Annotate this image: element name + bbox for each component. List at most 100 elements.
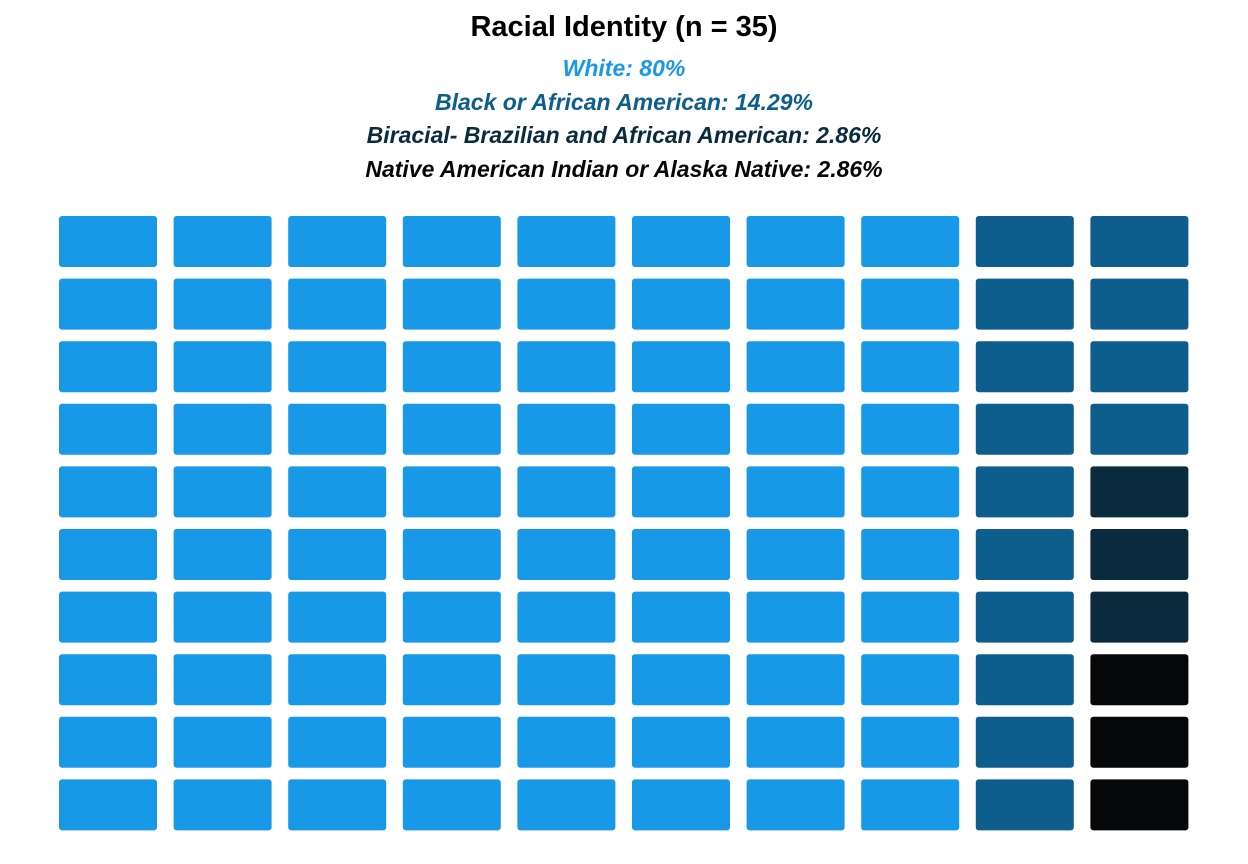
- waffle-cell: [288, 341, 387, 393]
- waffle-cell: [288, 779, 387, 831]
- waffle-cell: [59, 403, 157, 455]
- waffle-cell: [632, 403, 730, 455]
- waffle-cell: [173, 716, 272, 768]
- waffle-cell: [1090, 341, 1189, 393]
- legend-item-white: White: 80%: [562, 55, 686, 81]
- waffle-cell: [1090, 466, 1189, 518]
- waffle-cell: [517, 654, 616, 706]
- waffle-cell: [517, 779, 616, 831]
- waffle-cell: [975, 466, 1074, 518]
- legend-item-black-or-african-american: Black or African American: 14.29%: [435, 88, 813, 115]
- waffle-cell: [288, 716, 387, 768]
- waffle-cell: [975, 591, 1074, 643]
- waffle-cell: [59, 216, 157, 267]
- legend-item-native-american: Native American Indian or Alaska Native:…: [365, 155, 883, 182]
- waffle-cell: [861, 403, 960, 455]
- waffle-cell: [402, 779, 501, 831]
- waffle-cell: [632, 341, 730, 393]
- waffle-cell: [173, 466, 272, 518]
- chart-title: Racial Identity (n = 35): [470, 11, 778, 43]
- waffle-cell: [288, 403, 387, 455]
- waffle-cell: [861, 466, 960, 518]
- waffle-cell: [746, 716, 845, 768]
- waffle-cell: [632, 716, 730, 768]
- waffle-cell: [517, 216, 616, 267]
- waffle-cell: [746, 654, 845, 706]
- waffle-cell: [975, 529, 1074, 580]
- waffle-cell: [402, 216, 501, 267]
- waffle-cell: [975, 779, 1074, 831]
- waffle-cell: [173, 654, 272, 706]
- waffle-cell: [517, 278, 616, 330]
- legend-item-biracial: Biracial- Brazilian and African American…: [366, 122, 882, 148]
- waffle-cell: [632, 779, 730, 831]
- waffle-cell: [746, 779, 845, 831]
- waffle-cell: [1090, 529, 1189, 580]
- waffle-cell: [59, 341, 157, 393]
- waffle-cell: [59, 529, 157, 580]
- waffle-cell: [59, 466, 157, 518]
- waffle-cell: [861, 591, 960, 643]
- waffle-cell: [746, 529, 845, 580]
- waffle-cell: [861, 654, 960, 706]
- waffle-cell: [517, 341, 616, 393]
- waffle-cell: [861, 216, 960, 267]
- waffle-cell: [173, 341, 272, 393]
- waffle-cell: [746, 466, 845, 518]
- waffle-cell: [517, 403, 616, 455]
- waffle-cell: [402, 403, 501, 455]
- waffle-cell: [288, 216, 387, 267]
- waffle-cell: [288, 591, 387, 643]
- waffle-cell: [861, 341, 960, 393]
- waffle-cell: [861, 278, 960, 330]
- waffle-cell: [59, 779, 157, 831]
- waffle-cell: [975, 278, 1074, 330]
- waffle-cell: [402, 341, 501, 393]
- waffle-cell: [402, 591, 501, 643]
- waffle-cell: [975, 654, 1074, 706]
- waffle-cell: [517, 591, 616, 643]
- waffle-cell: [173, 779, 272, 831]
- waffle-cell: [173, 216, 272, 267]
- waffle-cell: [746, 591, 845, 643]
- waffle-cell: [632, 278, 730, 330]
- waffle-cell: [402, 278, 501, 330]
- waffle-cell: [861, 779, 960, 831]
- waffle-cell: [173, 278, 272, 330]
- waffle-cell: [59, 278, 157, 330]
- waffle-cell: [288, 466, 387, 518]
- waffle-cell: [746, 216, 845, 267]
- waffle-cell: [402, 654, 501, 706]
- waffle-cell: [1090, 716, 1189, 768]
- waffle-cell: [402, 529, 501, 580]
- waffle-cell: [517, 466, 616, 518]
- waffle-cell: [975, 403, 1074, 455]
- waffle-cell: [1090, 654, 1189, 706]
- waffle-cell: [173, 591, 272, 643]
- waffle-cell: [1090, 403, 1189, 455]
- waffle-cell: [861, 529, 960, 580]
- waffle-cell: [173, 529, 272, 580]
- waffle-cell: [746, 403, 845, 455]
- waffle-cell: [1090, 278, 1189, 330]
- waffle-cell: [632, 466, 730, 518]
- waffle-cell: [1090, 216, 1189, 267]
- waffle-cell: [746, 278, 845, 330]
- waffle-cell: [59, 716, 157, 768]
- waffle-cell: [517, 716, 616, 768]
- waffle-cell: [632, 216, 730, 267]
- waffle-cell: [173, 403, 272, 455]
- waffle-cell: [402, 716, 501, 768]
- waffle-cell: [288, 654, 387, 706]
- waffle-cell: [1090, 779, 1189, 831]
- waffle-cell: [402, 466, 501, 518]
- waffle-cell: [288, 278, 387, 330]
- waffle-cell: [975, 216, 1074, 267]
- waffle-cell: [517, 529, 616, 580]
- waffle-cell: [59, 654, 157, 706]
- legend: White: 80% Black or African American: 14…: [0, 52, 1248, 186]
- waffle-cell: [59, 591, 157, 643]
- waffle-cell: [975, 341, 1074, 393]
- waffle-cell: [861, 716, 960, 768]
